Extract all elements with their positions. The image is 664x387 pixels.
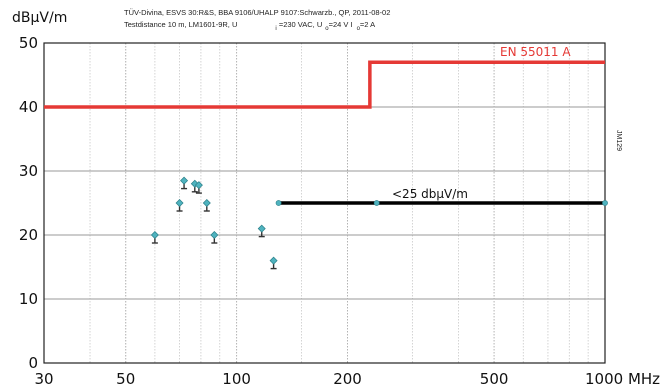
point-marker xyxy=(210,231,219,239)
limit-line xyxy=(44,60,605,109)
data-point xyxy=(180,176,189,190)
y-tick-label: 50 xyxy=(19,34,38,52)
y-tick-label: 40 xyxy=(19,98,38,116)
point-marker xyxy=(175,199,184,207)
data-point xyxy=(150,231,159,244)
x-tick-label: 1000 MHz xyxy=(585,370,660,387)
y-axis-label: dBµV/m xyxy=(12,10,67,26)
threshold-label: <25 dbµV/m xyxy=(392,187,468,201)
data-point xyxy=(175,199,184,212)
y-tick-label: 0 xyxy=(28,354,38,372)
y-tick-labels: 0 10 20 30 40 50 xyxy=(19,34,38,372)
x-tick-labels: 30 50 100 200 500 1000 MHz xyxy=(34,370,660,387)
point-marker xyxy=(194,181,203,190)
data-point xyxy=(269,256,278,270)
y-tick-label: 20 xyxy=(19,226,38,244)
point-marker xyxy=(269,256,278,265)
threshold-marker xyxy=(275,200,282,206)
limit-line-label: EN 55011 A xyxy=(500,45,571,59)
point-marker xyxy=(202,199,211,207)
limit-lines xyxy=(44,60,608,206)
data-point xyxy=(194,181,203,194)
point-marker xyxy=(180,176,189,185)
data-point xyxy=(210,231,219,244)
x-tick-label: 100 xyxy=(222,370,251,387)
point-marker xyxy=(257,224,266,233)
threshold-marker xyxy=(373,200,380,206)
y-tick-label: 30 xyxy=(19,162,38,180)
x-tick-label: 30 xyxy=(34,370,53,387)
point-marker xyxy=(150,231,159,239)
data-point xyxy=(257,224,266,238)
measurement-points xyxy=(150,176,278,270)
vertical-label: JM129 xyxy=(615,130,622,151)
data-point xyxy=(202,199,211,212)
x-tick-label: 500 xyxy=(480,370,509,387)
x-tick-label: 200 xyxy=(333,370,362,387)
threshold-marker xyxy=(602,200,608,206)
x-tick-label: 50 xyxy=(116,370,135,387)
y-tick-label: 10 xyxy=(19,290,38,308)
header-line-1: TÜV-Divina, ESVS 30:R&S, BBA 9106/UHALP … xyxy=(124,8,390,17)
